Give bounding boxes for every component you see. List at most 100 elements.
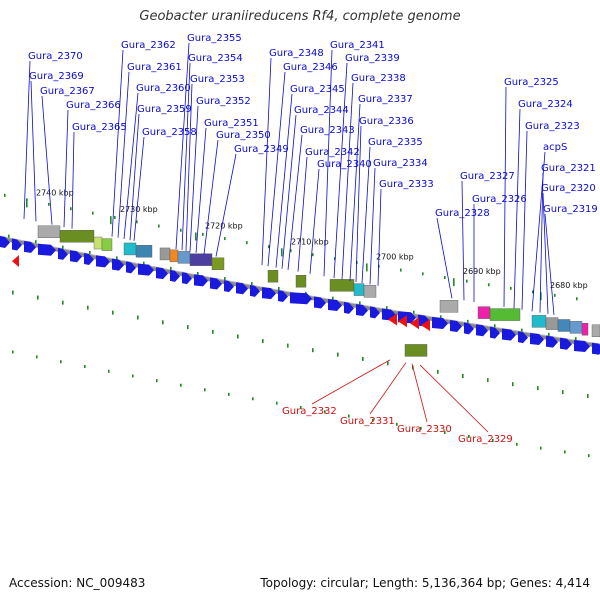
summary-text: Topology: circular; Length: 5,136,364 bp… (260, 576, 590, 590)
gene-label[interactable]: Gura_2360 (136, 83, 191, 94)
gene-label[interactable]: Gura_2324 (518, 99, 573, 110)
gene-label[interactable]: Gura_2338 (351, 73, 406, 84)
leader-line (369, 167, 376, 285)
gene-label[interactable]: Gura_2320 (541, 183, 596, 194)
tick-mark (180, 383, 182, 387)
gene-label[interactable]: Gura_2361 (127, 62, 182, 73)
leader-line (461, 180, 465, 301)
gene-label[interactable]: Gura_2333 (379, 179, 434, 190)
gene-label[interactable]: Gura_2367 (40, 86, 95, 97)
tick-mark (437, 369, 439, 374)
leader-line (411, 363, 428, 423)
forward-gene-arrow (84, 253, 94, 266)
gene-label[interactable]: Gura_2353 (190, 74, 245, 85)
gene-label[interactable]: Gura_2350 (216, 130, 271, 141)
leader-line (111, 49, 124, 237)
gene-label[interactable]: Gura_2335 (368, 137, 423, 148)
tick-mark (512, 382, 514, 387)
gene-label[interactable]: Gura_2328 (435, 208, 490, 219)
tick-mark (36, 355, 38, 359)
gene-label[interactable]: Gura_2330 (397, 424, 452, 435)
feature-block (123, 242, 137, 256)
tick-mark (158, 224, 160, 228)
leader-line (513, 108, 521, 309)
feature-block (439, 300, 459, 313)
gene-label[interactable]: Gura_2366 (66, 100, 121, 111)
tick-mark (386, 306, 388, 310)
gene-label[interactable]: Gura_2346 (283, 62, 338, 73)
gene-label[interactable]: Gura_2340 (317, 159, 372, 170)
tick-mark (413, 310, 415, 314)
gene-label[interactable]: Gura_2336 (359, 116, 414, 127)
gene-label[interactable]: Gura_2351 (204, 118, 259, 129)
gene-label[interactable]: Gura_2343 (300, 125, 355, 136)
gene-label[interactable]: Gura_2355 (187, 33, 242, 44)
gene-label[interactable]: Gura_2365 (72, 122, 127, 133)
scale-tick (453, 278, 455, 287)
gene-label[interactable]: Gura_2341 (330, 40, 385, 51)
feature-block (267, 269, 279, 283)
tick-mark (332, 296, 334, 300)
feature-block (59, 230, 95, 243)
tick-mark (488, 283, 490, 287)
gene-label[interactable]: Gura_2369 (29, 71, 84, 82)
forward-gene-arrow (314, 296, 326, 309)
tick-mark (112, 310, 114, 315)
leader-line (419, 364, 489, 433)
forward-gene-arrow (476, 324, 488, 337)
tick-mark (510, 286, 512, 290)
gene-label[interactable]: acpS (543, 142, 567, 153)
gene-label[interactable]: Gura_2348 (269, 48, 324, 59)
gene-label[interactable]: Gura_2344 (294, 105, 349, 116)
gene-label[interactable]: Gura_2319 (543, 204, 598, 215)
gene-label[interactable]: Gura_2345 (290, 84, 345, 95)
gene-label[interactable]: Gura_2370 (28, 51, 83, 62)
gene-label[interactable]: Gura_2321 (541, 163, 596, 174)
forward-gene-arrow (546, 335, 558, 348)
forward-gene-arrow (250, 284, 260, 297)
scale-tick (26, 199, 28, 208)
tick-mark (62, 245, 64, 249)
forward-gene-arrow (464, 322, 474, 335)
leader-line (287, 134, 303, 270)
tick-mark (37, 295, 39, 300)
gene-label[interactable]: Gura_2325 (504, 77, 559, 88)
gene-label[interactable]: Gura_2362 (121, 40, 176, 51)
gene-label[interactable]: Gura_2359 (137, 104, 192, 115)
feature-block (177, 251, 191, 264)
tick-mark (420, 426, 422, 430)
leader-line (215, 153, 237, 257)
tick-mark (268, 245, 270, 249)
gene-label[interactable]: Gura_2342 (305, 147, 360, 158)
gene-label[interactable]: Gura_2327 (460, 171, 515, 182)
gene-arrows (0, 236, 600, 355)
gene-label[interactable]: Gura_2326 (472, 194, 527, 205)
tick-mark (108, 369, 110, 373)
gene-label[interactable]: Gura_2349 (234, 144, 289, 155)
gene-label[interactable]: Gura_2329 (458, 434, 513, 445)
gene-label[interactable]: Gura_2337 (358, 94, 413, 105)
tick-mark (362, 356, 364, 361)
tick-mark (137, 315, 139, 320)
gene-label[interactable]: Gura_2354 (188, 53, 243, 64)
gene-label[interactable]: Gura_2332 (282, 406, 337, 417)
gene-label[interactable]: Gura_2331 (340, 416, 395, 427)
leader-line (544, 213, 555, 315)
scale-tick (195, 232, 197, 241)
gene-label[interactable]: Gura_2334 (373, 158, 428, 169)
reverse-feature-block (404, 344, 428, 357)
accession-text: Accession: NC_009483 (9, 576, 146, 590)
feature-block (295, 275, 307, 288)
reverse-gene-arrow (12, 255, 19, 268)
gene-label[interactable]: Gura_2352 (196, 96, 251, 107)
leader-line (281, 114, 297, 269)
gene-label[interactable]: Gura_2323 (525, 121, 580, 132)
gene-label[interactable]: Gura_2358 (142, 127, 197, 138)
scale-label: 2680 kbp (550, 281, 588, 290)
gene-label[interactable]: Gura_2339 (345, 53, 400, 64)
feature-block (329, 279, 355, 292)
forward-gene-arrow (370, 306, 380, 319)
forward-gene-arrow (328, 299, 342, 312)
tick-mark (440, 315, 442, 319)
